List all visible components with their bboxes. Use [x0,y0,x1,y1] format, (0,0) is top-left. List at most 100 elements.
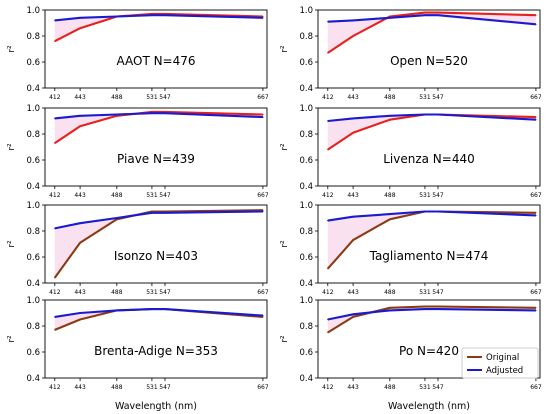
y-tick-label: 0.8 [26,32,40,42]
x-tick-label: 547 [159,94,171,101]
y-tick-label: 0.6 [299,253,313,263]
y-tick-label: 0.8 [299,32,313,42]
data-point-adjusted [352,313,354,315]
data-point-original [352,132,354,134]
data-point-adjusted [424,308,426,310]
data-point-adjusted [535,23,537,25]
data-point-adjusted [535,119,537,121]
data-point-adjusted [116,309,118,311]
data-point-original [262,113,264,116]
x-tick-label: 412 [322,384,334,391]
x-tick-label: 443 [347,192,359,199]
series-line-original [53,209,263,279]
y-tick-label: 0.6 [26,253,40,263]
panel-tagliamento: 0.4 0.6 0.8 1.0 412 443 488 531 547 667 Tagliament… [299,201,541,296]
plot-frame [44,204,268,284]
data-point-original [437,11,439,14]
panel-aaot: 0.4 0.6 0.8 1.0 412 443 488 531 547 667 AAOT N=476 [26,6,268,101]
x-tick-label: 443 [347,289,359,296]
y-tick-label: 0.4 [26,279,40,289]
data-point-original [352,316,354,318]
x-tick-label: 443 [74,289,86,296]
y-tick-label: 1.0 [299,104,313,114]
panel-title: Open N=520 [390,54,468,68]
panel-livenza: 0.4 0.6 0.8 1.0 412 443 488 531 547 667 Livenza N=… [299,104,541,199]
x-tick-label: 488 [384,384,396,391]
y-tick-label: 0.6 [26,348,40,358]
x-axis-label: Wavelength (nm) [388,401,470,412]
difference-band [327,114,536,150]
x-tick-label: 547 [159,289,171,296]
plot-frame [317,107,541,187]
plot-frame [317,204,541,284]
x-tick-label: 531 [146,192,158,199]
data-point-original [424,305,426,308]
data-point-adjusted [437,210,439,213]
x-tick-label: 531 [146,289,158,296]
data-point-adjusted [424,113,426,116]
data-point-adjusted [327,220,329,222]
data-point-original [327,268,329,270]
data-point-original [327,149,329,151]
data-point-adjusted [54,19,56,21]
x-tick-label: 667 [530,192,542,199]
x-tick-label: 531 [146,384,158,391]
x-tick-label: 531 [419,289,431,296]
panel-piave: 0.4 0.6 0.8 1.0 412 443 488 531 547 667 Piave N=43… [26,104,268,199]
x-tick-label: 667 [530,289,542,296]
data-point-adjusted [352,117,354,119]
y-tick-label: 0.8 [26,227,40,237]
x-tick-label: 547 [159,192,171,199]
data-point-adjusted [327,21,329,23]
y-tick-label: 0.4 [299,279,313,289]
data-point-adjusted [262,17,264,19]
x-tick-label: 412 [322,192,334,199]
data-point-adjusted [164,14,166,16]
series-line-adjusted [327,113,536,123]
x-tick-label: 488 [111,384,123,391]
plot-frame [317,9,541,89]
y-axis-label: r² [7,335,17,343]
y-tick-label: 0.4 [299,182,313,192]
data-point-adjusted [389,213,391,215]
data-point-original [54,40,56,42]
data-point-adjusted [389,309,391,311]
data-point-original [79,125,81,127]
data-point-adjusted [164,212,166,214]
data-point-adjusted [327,120,329,122]
data-point-adjusted [151,14,153,16]
y-tick-label: 0.8 [26,130,40,140]
data-point-original [54,277,56,279]
x-tick-label: 488 [384,94,396,101]
data-point-adjusted [389,17,391,19]
data-point-original [79,242,81,244]
data-point-adjusted [262,116,264,118]
y-axis-labels: r² r² r² r² r² r² r² r² [7,45,290,343]
difference-band [54,210,263,278]
data-point-adjusted [327,318,329,321]
data-point-adjusted [535,309,537,311]
data-point-adjusted [262,210,264,213]
y-tick-label: 0.8 [299,227,313,237]
series-line-adjusted [327,308,536,321]
data-point-adjusted [54,117,56,119]
y-axis-label: r² [7,45,17,53]
x-tick-label: 667 [530,384,542,391]
data-point-original [352,35,354,37]
x-tick-label: 547 [432,94,444,101]
data-point-original [352,239,354,241]
x-tick-label: 443 [347,384,359,391]
panel-title: Livenza N=440 [383,152,475,166]
y-axis-label: r² [7,240,17,248]
y-tick-label: 0.4 [299,84,313,94]
x-tick-label: 667 [257,192,269,199]
x-tick-label: 443 [74,94,86,101]
panel-brenta-adige: 0.4 0.6 0.8 1.0 412 443 488 531 547 667 Brenta-Adi… [26,296,268,391]
data-point-original [79,318,81,321]
x-tick-label: 443 [347,94,359,101]
data-point-adjusted [437,308,439,310]
data-point-original [54,142,56,144]
y-tick-label: 0.8 [26,322,40,332]
y-tick-label: 0.6 [26,58,40,68]
